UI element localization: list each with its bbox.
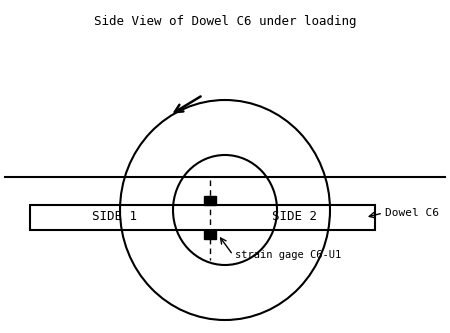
Bar bbox=[204, 230, 216, 239]
Bar bbox=[30, 205, 375, 230]
Text: SIDE 2: SIDE 2 bbox=[273, 210, 318, 223]
Bar bbox=[204, 196, 216, 205]
Text: Dowel C6: Dowel C6 bbox=[385, 208, 439, 218]
Text: strain gage C6-U1: strain gage C6-U1 bbox=[235, 250, 341, 260]
Text: Side View of Dowel C6 under loading: Side View of Dowel C6 under loading bbox=[94, 15, 356, 28]
Text: SIDE 1: SIDE 1 bbox=[93, 210, 138, 223]
